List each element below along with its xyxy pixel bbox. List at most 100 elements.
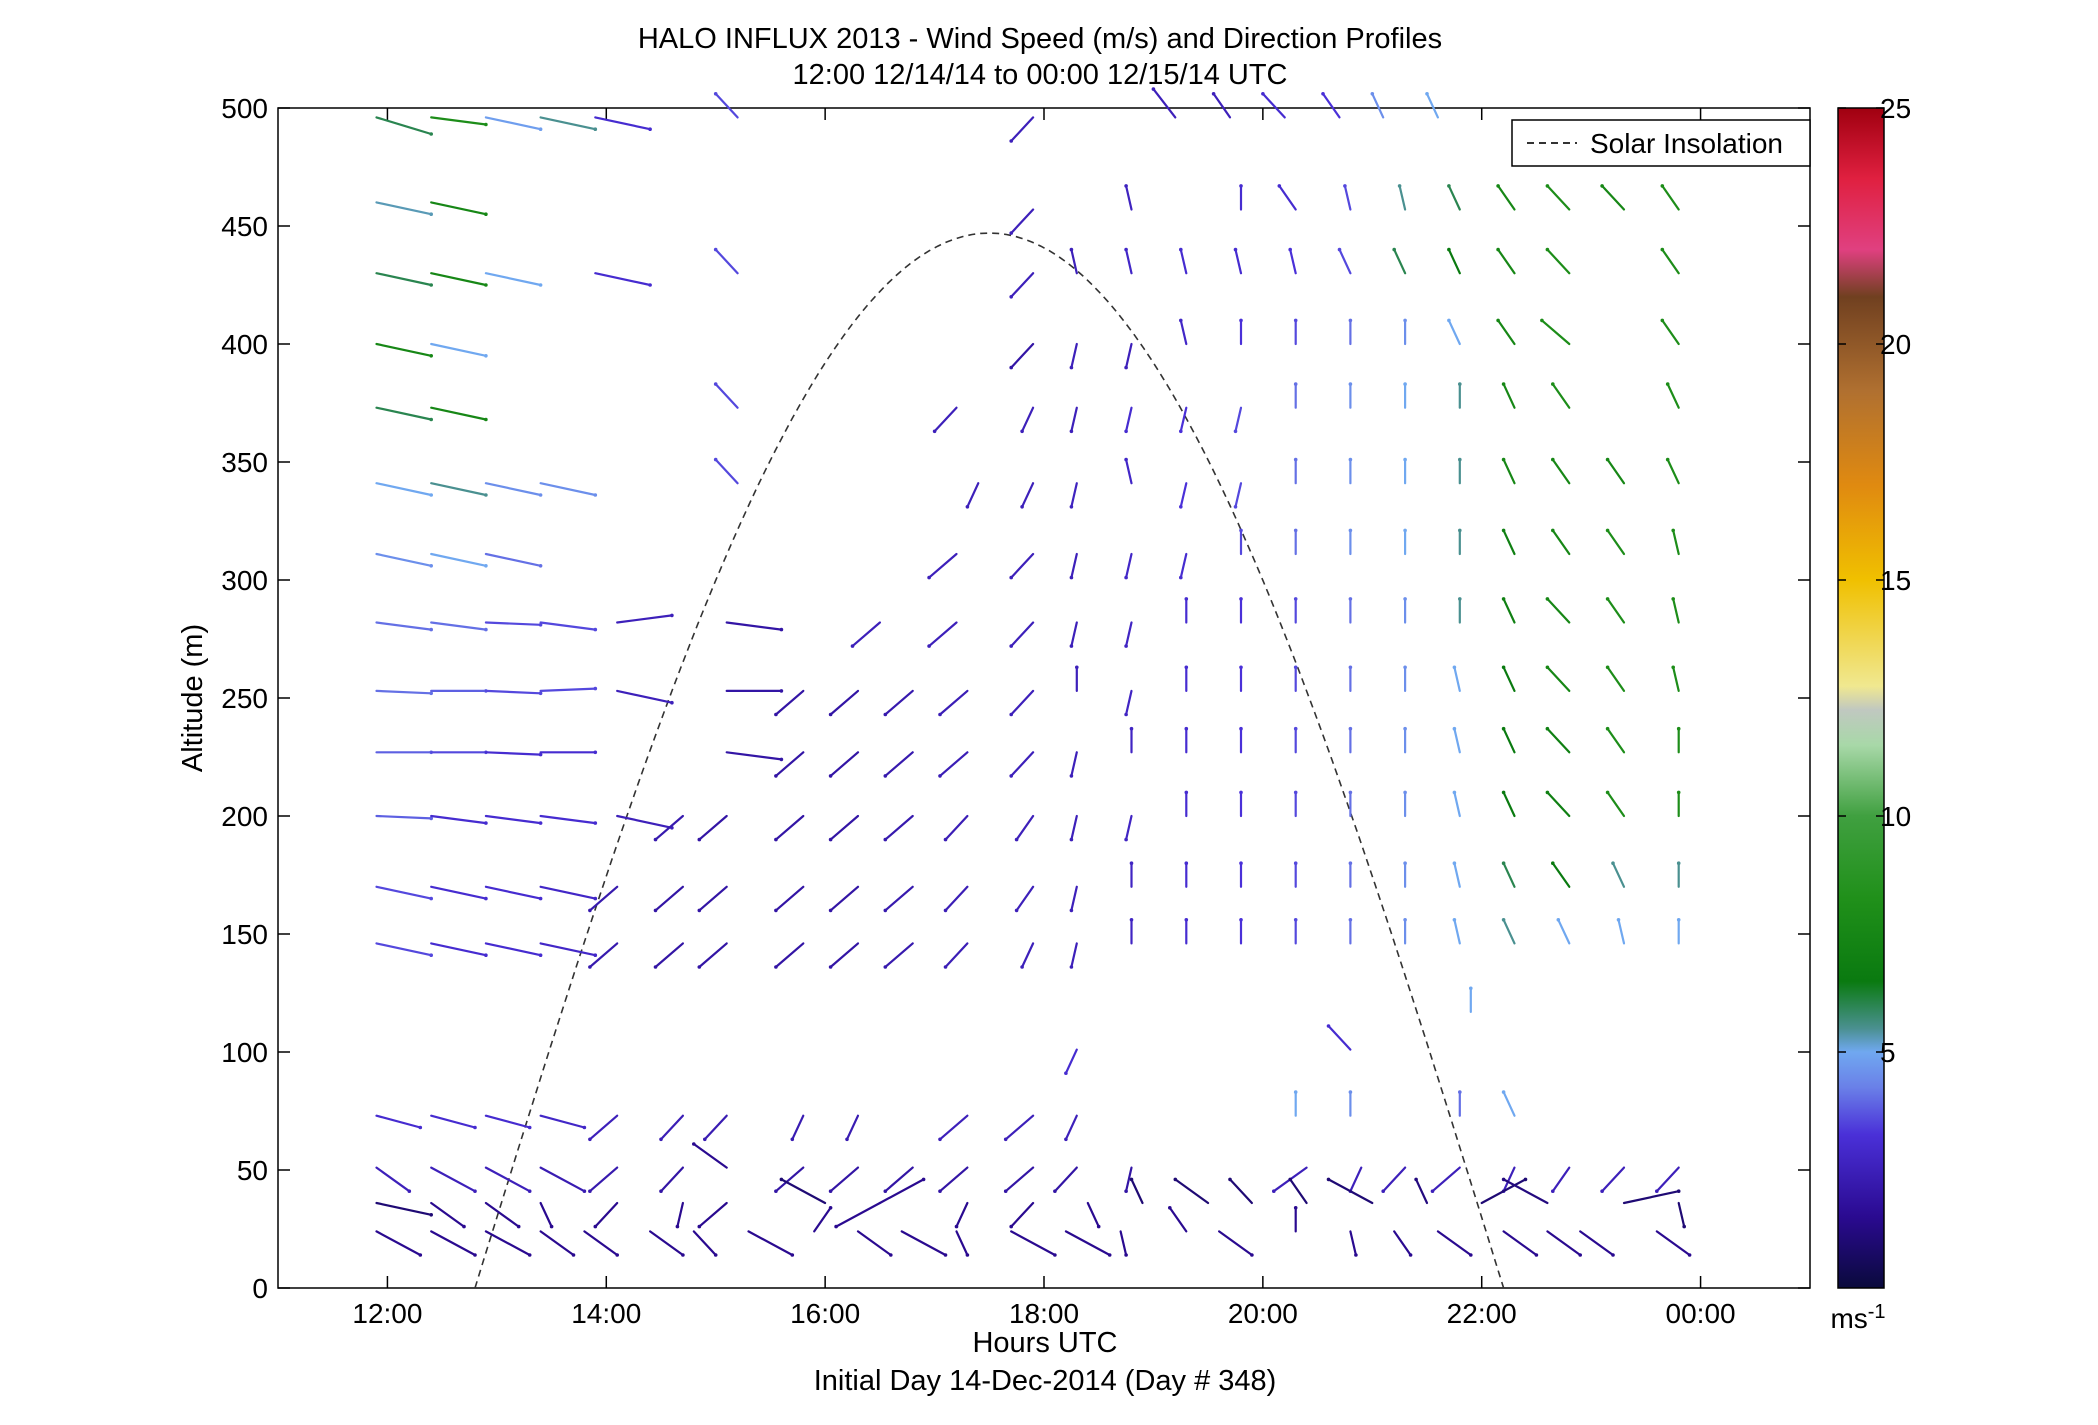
wind-vector <box>430 1166 477 1193</box>
y-tick-label: 250 <box>221 683 268 714</box>
wind-vector-head <box>1403 790 1407 795</box>
solar-insolation-curve-group <box>474 232 1505 1289</box>
wind-vector <box>714 92 739 119</box>
wind-vector <box>1070 248 1078 275</box>
wind-vector <box>1393 1230 1412 1257</box>
wind-vector <box>539 885 597 900</box>
wind-vector <box>375 201 433 216</box>
wind-vector <box>1546 1230 1582 1257</box>
wind-vector <box>944 942 969 969</box>
wind-vector-head <box>1239 318 1243 323</box>
wind-vector-head <box>828 965 833 969</box>
wind-vector-head <box>1655 1189 1659 1193</box>
wind-vector <box>1010 689 1035 716</box>
y-tick-label: 400 <box>221 329 268 360</box>
wind-vector <box>1234 482 1243 508</box>
wind-vector <box>1447 319 1461 346</box>
wind-vector-head <box>943 908 948 913</box>
wind-vector <box>588 1114 619 1141</box>
wind-vector <box>484 942 542 957</box>
wind-vector-head <box>889 1253 893 1257</box>
wind-vector <box>884 942 914 969</box>
x-axis: 12:00 14:00 16:00 18:00 20:00 22:00 00:00 <box>352 108 1736 1329</box>
wind-vector-head <box>593 1224 598 1229</box>
wind-vector-head <box>1239 665 1243 670</box>
x-tick-label: 14:00 <box>571 1298 641 1329</box>
wind-vector-head <box>670 613 674 618</box>
wind-vector <box>1546 791 1571 818</box>
y-tick-label: 350 <box>221 447 268 478</box>
wind-vector-head <box>834 1224 838 1229</box>
wind-vector-head <box>1129 726 1134 731</box>
y-tick-label: 50 <box>237 1155 268 1186</box>
wind-vector <box>938 751 969 778</box>
y-axis: 0 50 100 150 200 250 300 350 400 450 500 <box>221 93 1810 1304</box>
wind-vector-head <box>1184 597 1189 601</box>
wind-vector <box>829 1166 860 1193</box>
wind-vector <box>1321 92 1341 119</box>
wind-vector <box>1130 1178 1144 1205</box>
x-tick-label: 12:00 <box>352 1298 422 1329</box>
wind-vector <box>659 1114 685 1141</box>
y-tick-label: 0 <box>252 1273 268 1304</box>
wind-vector-head <box>1020 429 1024 434</box>
wind-vector <box>966 482 980 508</box>
wind-vector-head <box>1107 1253 1112 1257</box>
wind-vector <box>1064 1114 1078 1141</box>
wind-vector-head <box>1578 1253 1582 1257</box>
wind-vector-head <box>1676 790 1681 795</box>
wind-vector-head <box>1124 712 1128 717</box>
wind-vector-head <box>774 1189 778 1193</box>
wind-vector <box>1502 666 1516 693</box>
wind-vector-head <box>1124 184 1128 188</box>
wind-vector-head <box>1069 837 1074 842</box>
wind-vector-head <box>1124 644 1128 648</box>
wind-vector <box>1289 1178 1308 1205</box>
wind-vector <box>1453 791 1461 818</box>
y-tick-label: 100 <box>221 1037 268 1068</box>
wind-vector <box>933 406 958 433</box>
wind-vector-head <box>828 774 833 778</box>
wind-vector <box>539 116 597 131</box>
wind-vector <box>616 689 674 704</box>
wind-vector-head <box>1014 908 1019 913</box>
wind-vector-head <box>1184 726 1189 731</box>
wind-vector-head <box>429 1213 434 1217</box>
plot-frame <box>277 107 1811 1289</box>
wind-vector <box>539 1114 586 1129</box>
wind-vector-head <box>1403 382 1407 386</box>
wind-vector-head <box>1075 665 1079 670</box>
wind-vector <box>1371 92 1385 119</box>
wind-vector-head <box>1496 247 1500 252</box>
wind-vector-head <box>1184 665 1189 670</box>
wind-vector <box>774 1166 805 1193</box>
wind-vector-head <box>1293 318 1298 323</box>
wind-vector-head <box>1124 457 1128 462</box>
wind-vector <box>1070 482 1078 508</box>
wind-vector-head <box>1009 774 1013 778</box>
wind-vector-head <box>779 1177 784 1182</box>
wind-vector-head <box>774 908 778 913</box>
wind-vector-head <box>828 1206 833 1210</box>
wind-vector <box>1010 621 1035 648</box>
wind-vector <box>484 1166 531 1193</box>
wind-vector-head <box>1293 918 1298 922</box>
x-tick-label: 20:00 <box>1228 1298 1298 1329</box>
wind-vector <box>725 621 783 631</box>
wind-vector-head <box>1064 1137 1068 1142</box>
wind-vector-head <box>1540 318 1544 323</box>
wind-vector-head <box>779 627 784 632</box>
wind-vector-head <box>1551 382 1555 386</box>
wind-vector-head <box>593 127 598 131</box>
wind-vector <box>900 1230 947 1257</box>
wind-vector-head <box>1069 429 1074 434</box>
wind-vector <box>878 1178 925 1205</box>
wind-vector-head <box>1250 1253 1254 1257</box>
wind-vector-head <box>1124 837 1128 842</box>
wind-vector-head <box>1452 918 1457 922</box>
wind-vector <box>1064 1048 1078 1075</box>
wind-vector-head <box>484 564 488 568</box>
wind-vector-head <box>1545 184 1550 188</box>
wind-vector <box>1393 248 1407 275</box>
wind-vector-head <box>653 908 658 913</box>
